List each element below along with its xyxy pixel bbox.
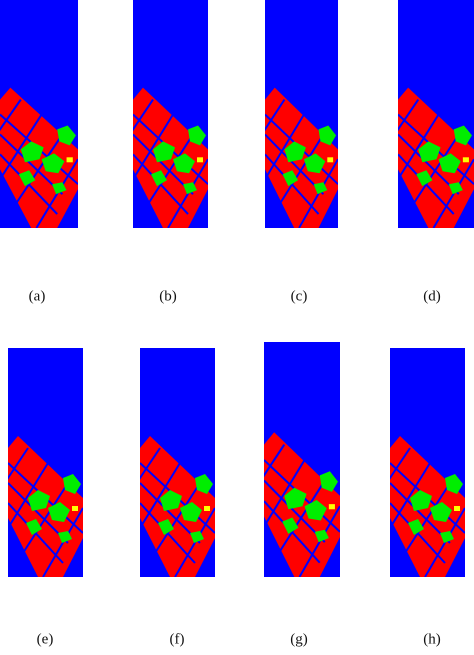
panel-label: (a) bbox=[29, 288, 46, 304]
panel-g bbox=[244, 342, 340, 577]
panel-e bbox=[0, 348, 83, 577]
panel-label: (g) bbox=[290, 631, 308, 647]
panel-a bbox=[0, 0, 78, 228]
panel-c bbox=[246, 0, 338, 228]
panel-b bbox=[113, 0, 208, 228]
panel-h bbox=[370, 348, 465, 577]
panel-label: (b) bbox=[159, 288, 177, 304]
panel-label: (h) bbox=[423, 631, 441, 647]
panel-label: (f) bbox=[170, 631, 185, 647]
panel-label: (d) bbox=[423, 288, 441, 304]
panel-label: (e) bbox=[37, 631, 54, 647]
panel-f bbox=[120, 348, 215, 577]
panel-label: (c) bbox=[291, 288, 308, 304]
panel-d bbox=[378, 0, 474, 228]
